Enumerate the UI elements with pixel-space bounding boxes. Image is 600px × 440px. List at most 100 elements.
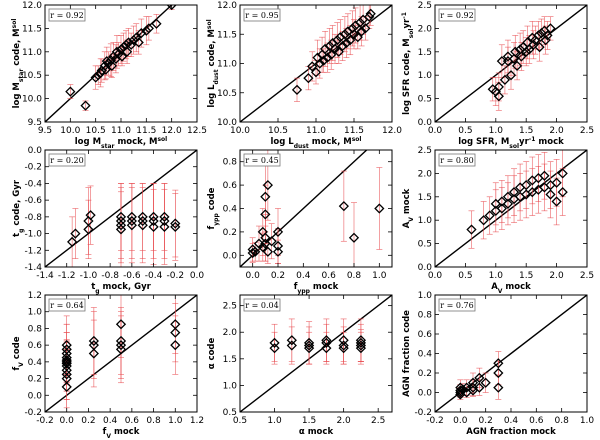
x-tick-label: 1.0 [580,416,595,426]
x-tick-label: 2.0 [549,126,564,136]
y-tick-label: 0.0 [418,118,433,128]
data-point [115,220,127,231]
axes-frame [239,294,393,413]
x-axis-label: log Ldust mock, Msol [271,136,362,150]
data-point [536,27,547,39]
x-axis-label-part-0: t [91,282,95,292]
axes-frame [434,149,588,268]
data-point [61,340,72,351]
r-box [48,298,86,312]
y-axis-label: AV mock [402,188,415,228]
x-tick-label: 0.8 [347,271,362,281]
data-point [65,86,76,97]
y-tick-label: 0.0 [418,389,433,399]
x-axis-label-part-2: mock [502,282,531,292]
data-point [521,179,532,191]
panel-9: -0.2 0.0 0.2 0.4 0.6 0.8 1.0 -0.2 0.0 0.2 0.4 0.6 0.… [402,291,594,437]
plot-area [435,295,587,412]
x-axis-label-part-1: V [106,433,111,440]
data-point [545,23,556,34]
x-axis-label: log SFR, Msolyr-1 mock [458,136,564,150]
y-axis-label: log SFR code, Msolyr-1 [401,12,415,115]
x-axis-label-part-1: star [101,143,114,150]
x-axis-label-part-0: A [491,282,498,292]
y-tick-label: 12.0 [22,1,42,11]
data-point [466,224,477,235]
y-tick-label: 12.0 [217,1,237,11]
y-tick-label: 1.0 [418,216,433,226]
x-axis-label-part-1: V [498,288,503,295]
y-axis-label-part-0: A [402,221,412,228]
data-point [502,198,514,209]
y-tick-label: 1.5 [223,355,237,365]
x-axis-label-part-0: log SFR, M [458,137,509,147]
panel-4: -1.4 -1.2 -1.0 -0.8 -0.6 -0.4 -0.2 0.0-1.4-1.2-… [12,146,204,295]
y-axis-label-part-2: yr [402,18,412,29]
r-value: r = 0.95 [245,11,278,20]
x-tick-label: 0.6 [322,271,337,281]
x-tick-label: 0.5 [233,416,247,426]
data-point [61,352,72,363]
data-point [533,30,544,41]
data-point [326,49,337,60]
x-axis-label-part-0: AGN fraction mock [466,427,556,437]
x-tick-label: 0.4 [296,271,311,281]
x-axis-label-part-1: ypp [297,288,310,295]
data-point [262,179,273,191]
x-axis-label-part-0: log L [271,137,295,147]
data-point [88,335,99,347]
r-value: r = 0.64 [50,301,83,310]
x-tick-label: 0.0 [428,126,443,136]
axes-frame [434,4,588,123]
x-tick-label: 0.0 [60,416,75,426]
x-axis-label-part-0: log M [75,137,101,147]
data-point [143,23,154,34]
y-axis-label-part-1: ypp [213,213,220,226]
data-point [170,319,181,330]
y-tick-label: -1.2 [24,246,42,256]
y-tick-label: 2.5 [418,1,432,11]
data-point [61,369,72,380]
x-tick-label: 9.5 [38,126,52,136]
x-tick-label: -0.6 [123,271,141,281]
data-point [557,168,568,179]
x-tick-label: 10.0 [230,126,250,136]
data-point [332,34,343,46]
r-value: r = 0.20 [50,156,83,165]
data-point [318,55,329,66]
data-point [148,221,159,233]
data-point [542,30,553,41]
x-axis-label: AV mock [491,282,531,295]
data-point [478,215,489,226]
data-point [307,61,318,72]
x-tick-label: 0.0 [453,416,468,426]
x-tick-label: -1.0 [80,271,98,281]
x-axis-label-part-2: mock, M [309,137,352,147]
data-point [269,337,280,348]
data-point [137,220,148,231]
data-point [338,343,349,354]
data-point [61,348,72,359]
x-tick-label: 1.5 [302,416,316,426]
data-point [467,377,479,388]
data-point [502,56,514,67]
data-point [115,340,127,351]
data-point [126,215,137,227]
x-tick-label: 12.5 [187,126,207,136]
data-point [474,372,485,383]
x-axis-label-part-4: mock [535,137,564,147]
x-axis-label: log Mstar mock, Msol [75,136,167,150]
y-tick-label: -1.0 [24,230,42,240]
y-axis-label-part-0: t [12,233,22,237]
data-point [356,26,367,37]
y-axis-label-part-0: f [207,225,217,229]
data-point [170,221,181,233]
data-point [115,211,127,222]
y-axis-label-part-1: star [18,69,25,82]
y-tick-label: 2.5 [418,146,432,156]
r-value: r = 0.45 [245,156,278,165]
y-tick-label: 0.0 [28,146,43,156]
y-tick-label: 11.0 [217,60,237,70]
data-point [338,201,349,212]
data-point [151,18,162,29]
